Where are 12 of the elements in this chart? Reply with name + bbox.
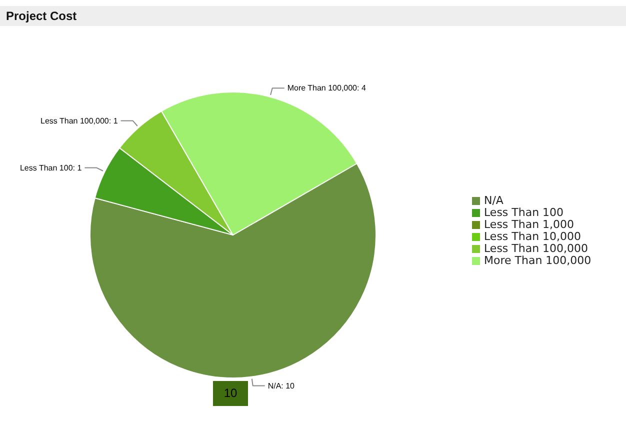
legend-label: Less Than 10,000 [484, 230, 582, 243]
legend-label: Less Than 1,000 [484, 218, 574, 231]
text: 10 [213, 381, 248, 406]
data-label: Less Than 100: 1 [20, 163, 82, 172]
data-label: More Than 100,000: 4 [287, 84, 366, 93]
legend-label: Less Than 100,000 [484, 242, 588, 255]
data-label: Less Than 100,000: 1 [40, 116, 118, 126]
chart-title: Project Cost [0, 6, 626, 26]
data-label: N/A: 10 [268, 381, 296, 390]
legend-label: More Than 100,000 [484, 254, 592, 267]
legend-label: N/A [484, 194, 504, 207]
legend-label: Less Than 100 [484, 206, 564, 219]
